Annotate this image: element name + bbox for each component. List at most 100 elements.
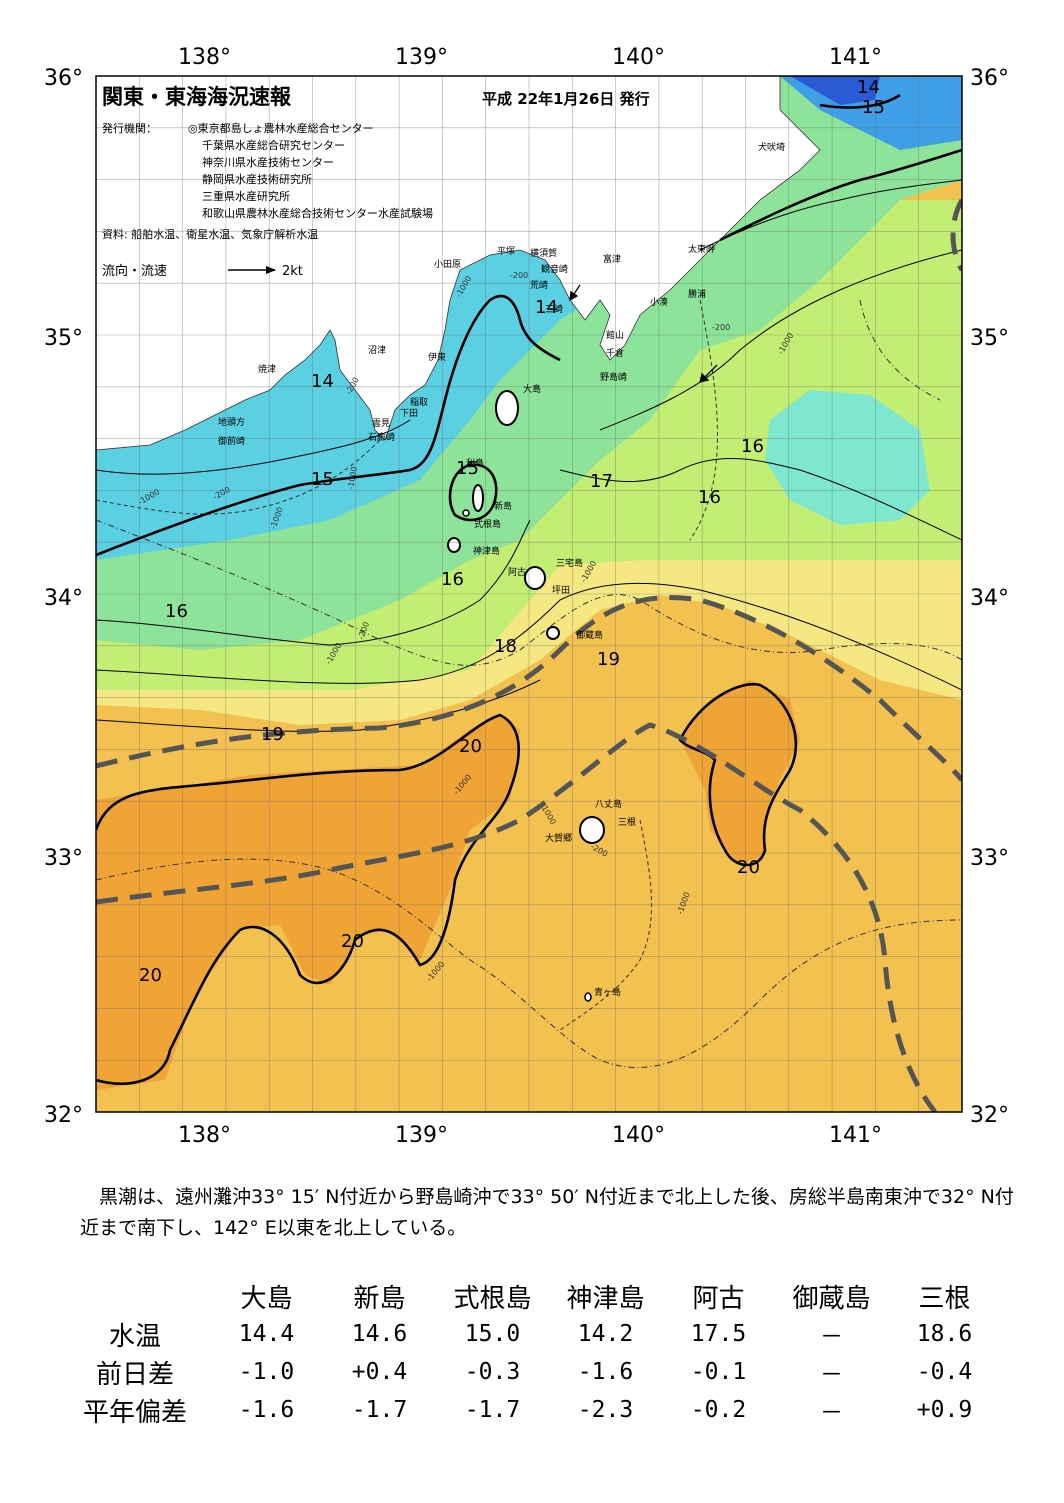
lat-label: 34°: [970, 586, 1009, 611]
land-mass: [96, 76, 820, 450]
place-name: 八丈島: [595, 798, 622, 810]
isotherm-label: 16: [441, 569, 464, 590]
current-arrows: [569, 284, 718, 383]
kozushima-island: [447, 537, 461, 553]
place-name: 式根島: [474, 518, 501, 530]
place-name: 稲取: [410, 396, 428, 408]
table-cell: －: [820, 1400, 843, 1426]
shikinejima-island: [462, 509, 470, 517]
isotherm-15: [96, 294, 561, 557]
column-header: 三根: [918, 1283, 971, 1314]
place-name: 雲見: [372, 418, 390, 429]
isotherm-labels: 14 15 14 14 15 15 16 16 16 16 17 18 19 1…: [139, 77, 885, 986]
place-name: 三宅島: [556, 557, 583, 569]
lat-label: 35°: [44, 326, 83, 351]
table-cell: 17.5: [690, 1321, 747, 1347]
map-header: 関東・東海海況速報 平成 22年1月26日 発行 発行機関： ◎東京都島しょ農林…: [102, 85, 650, 279]
column-header: 新島: [353, 1283, 406, 1314]
table-row: 水温 14.4 14.6 15.0 14.2 17.5 － 18.6: [60, 1315, 1001, 1353]
lat-label: 36°: [44, 66, 83, 91]
map-frame: [95, 75, 963, 1113]
lon-labels-top: 138° 139° 140° 141°: [178, 45, 882, 70]
lon-label: 139°: [395, 45, 448, 70]
place-name: 三根: [618, 816, 636, 828]
publisher-item: 三重県水産研究所: [202, 189, 290, 203]
table-cell: -1.7: [464, 1397, 521, 1423]
publisher-label: 発行機関：: [102, 121, 157, 135]
place-name: 青ヶ島: [594, 986, 621, 998]
table-cell: －: [820, 1324, 843, 1350]
corner-cell: [60, 1277, 210, 1315]
place-name: 阿古: [508, 566, 526, 578]
publisher-item: 和歌山県農林水産総合技術センター水産試験場: [202, 206, 433, 220]
isotherm-label: 15: [862, 97, 885, 118]
place-name: 荒崎: [530, 279, 548, 291]
warm-core-west: [96, 715, 520, 1090]
column-header: 式根島: [453, 1283, 532, 1314]
lon-labels-bottom: 138° 139° 140° 141°: [178, 1123, 882, 1148]
isotherm-label: 16: [698, 487, 721, 508]
lon-label: 138°: [178, 45, 231, 70]
row-header: 平年偏差: [82, 1397, 187, 1428]
place-name: 石廊崎: [368, 431, 395, 443]
place-name: 利島: [466, 457, 484, 469]
lat-label: 32°: [44, 1103, 83, 1128]
publisher-item: 千葉県水産総合研究センター: [202, 138, 345, 152]
place-name: 観音崎: [541, 263, 568, 275]
table-cell: 14.4: [238, 1321, 295, 1347]
place-name: 神津島: [473, 545, 500, 557]
depth-label: -200: [510, 271, 528, 280]
place-names: 犬吠埼 太東岬 勝浦 小湊 富津 横須賀 観音崎 平塚 荒崎 三崎 小田原 館山…: [218, 141, 785, 998]
isotherm-14-ne: [819, 93, 901, 109]
lat-label: 34°: [44, 586, 83, 611]
place-name: 伊東: [428, 351, 446, 363]
place-name: 御蔵島: [576, 629, 603, 641]
place-name: 平塚: [497, 246, 515, 257]
table-cell: +0.9: [916, 1397, 973, 1423]
place-name: 野島崎: [600, 371, 627, 383]
niijima-island: [472, 484, 484, 512]
place-name: 小田原: [434, 259, 461, 270]
table-cell: -0.3: [464, 1359, 521, 1385]
column-header: 御蔵島: [792, 1283, 871, 1314]
lon-label: 140°: [612, 1123, 665, 1148]
lat-label: 32°: [970, 1103, 1009, 1128]
place-name: 勝浦: [688, 288, 706, 300]
row-header: 水温: [108, 1321, 161, 1352]
place-name: 館山: [606, 329, 624, 341]
isotherm-label: 20: [459, 736, 482, 757]
oshima-island: [495, 390, 519, 426]
isotherm-label: 14: [857, 77, 880, 98]
table-cell: 14.2: [577, 1321, 634, 1347]
isotherm-label: 15: [311, 469, 334, 490]
column-header: 大島: [240, 1283, 293, 1314]
isotherm-20-east: [678, 682, 798, 867]
isotherm-label: 20: [737, 857, 760, 878]
lat-labels-left: 36° 35° 34° 33° 32°: [44, 66, 83, 1128]
isotherm-label: 16: [741, 436, 764, 457]
lon-label: 141°: [829, 1123, 882, 1148]
issue-date: 平成 22年1月26日 発行: [482, 90, 650, 108]
column-header: 阿古: [692, 1283, 745, 1314]
lon-label: 138°: [178, 1123, 231, 1148]
place-name: 沼津: [368, 345, 386, 356]
isotherm-20-west: [96, 713, 521, 1086]
table-row: 平年偏差 -1.6 -1.7 -1.7 -2.3 -0.2 － +0.9: [60, 1391, 1001, 1429]
table-cell: -1.6: [577, 1359, 634, 1385]
lon-label: 139°: [395, 1123, 448, 1148]
isotherm-label: 18: [494, 636, 517, 657]
isotherm-label: 19: [261, 724, 284, 745]
lat-label: 36°: [970, 66, 1009, 91]
place-name: 御前崎: [218, 435, 245, 447]
lat-label: 33°: [970, 846, 1009, 871]
flow-legend-label: 流向・流速: [102, 263, 167, 279]
lat-label: 33°: [44, 846, 83, 871]
lat-label: 35°: [970, 326, 1009, 351]
table-row: 前日差 -1.0 +0.4 -0.3 -1.6 -0.1 － -0.4: [60, 1353, 1001, 1391]
table-cell: -1.7: [351, 1397, 408, 1423]
place-name: 富津: [603, 253, 621, 265]
lat-labels-right: 36° 35° 34° 33° 32°: [970, 66, 1009, 1128]
kuroshio-axis-north: [96, 594, 962, 782]
publisher-item: ◎東京都島しょ農林水産総合センター: [188, 121, 374, 135]
place-name: 焼津: [258, 364, 276, 375]
